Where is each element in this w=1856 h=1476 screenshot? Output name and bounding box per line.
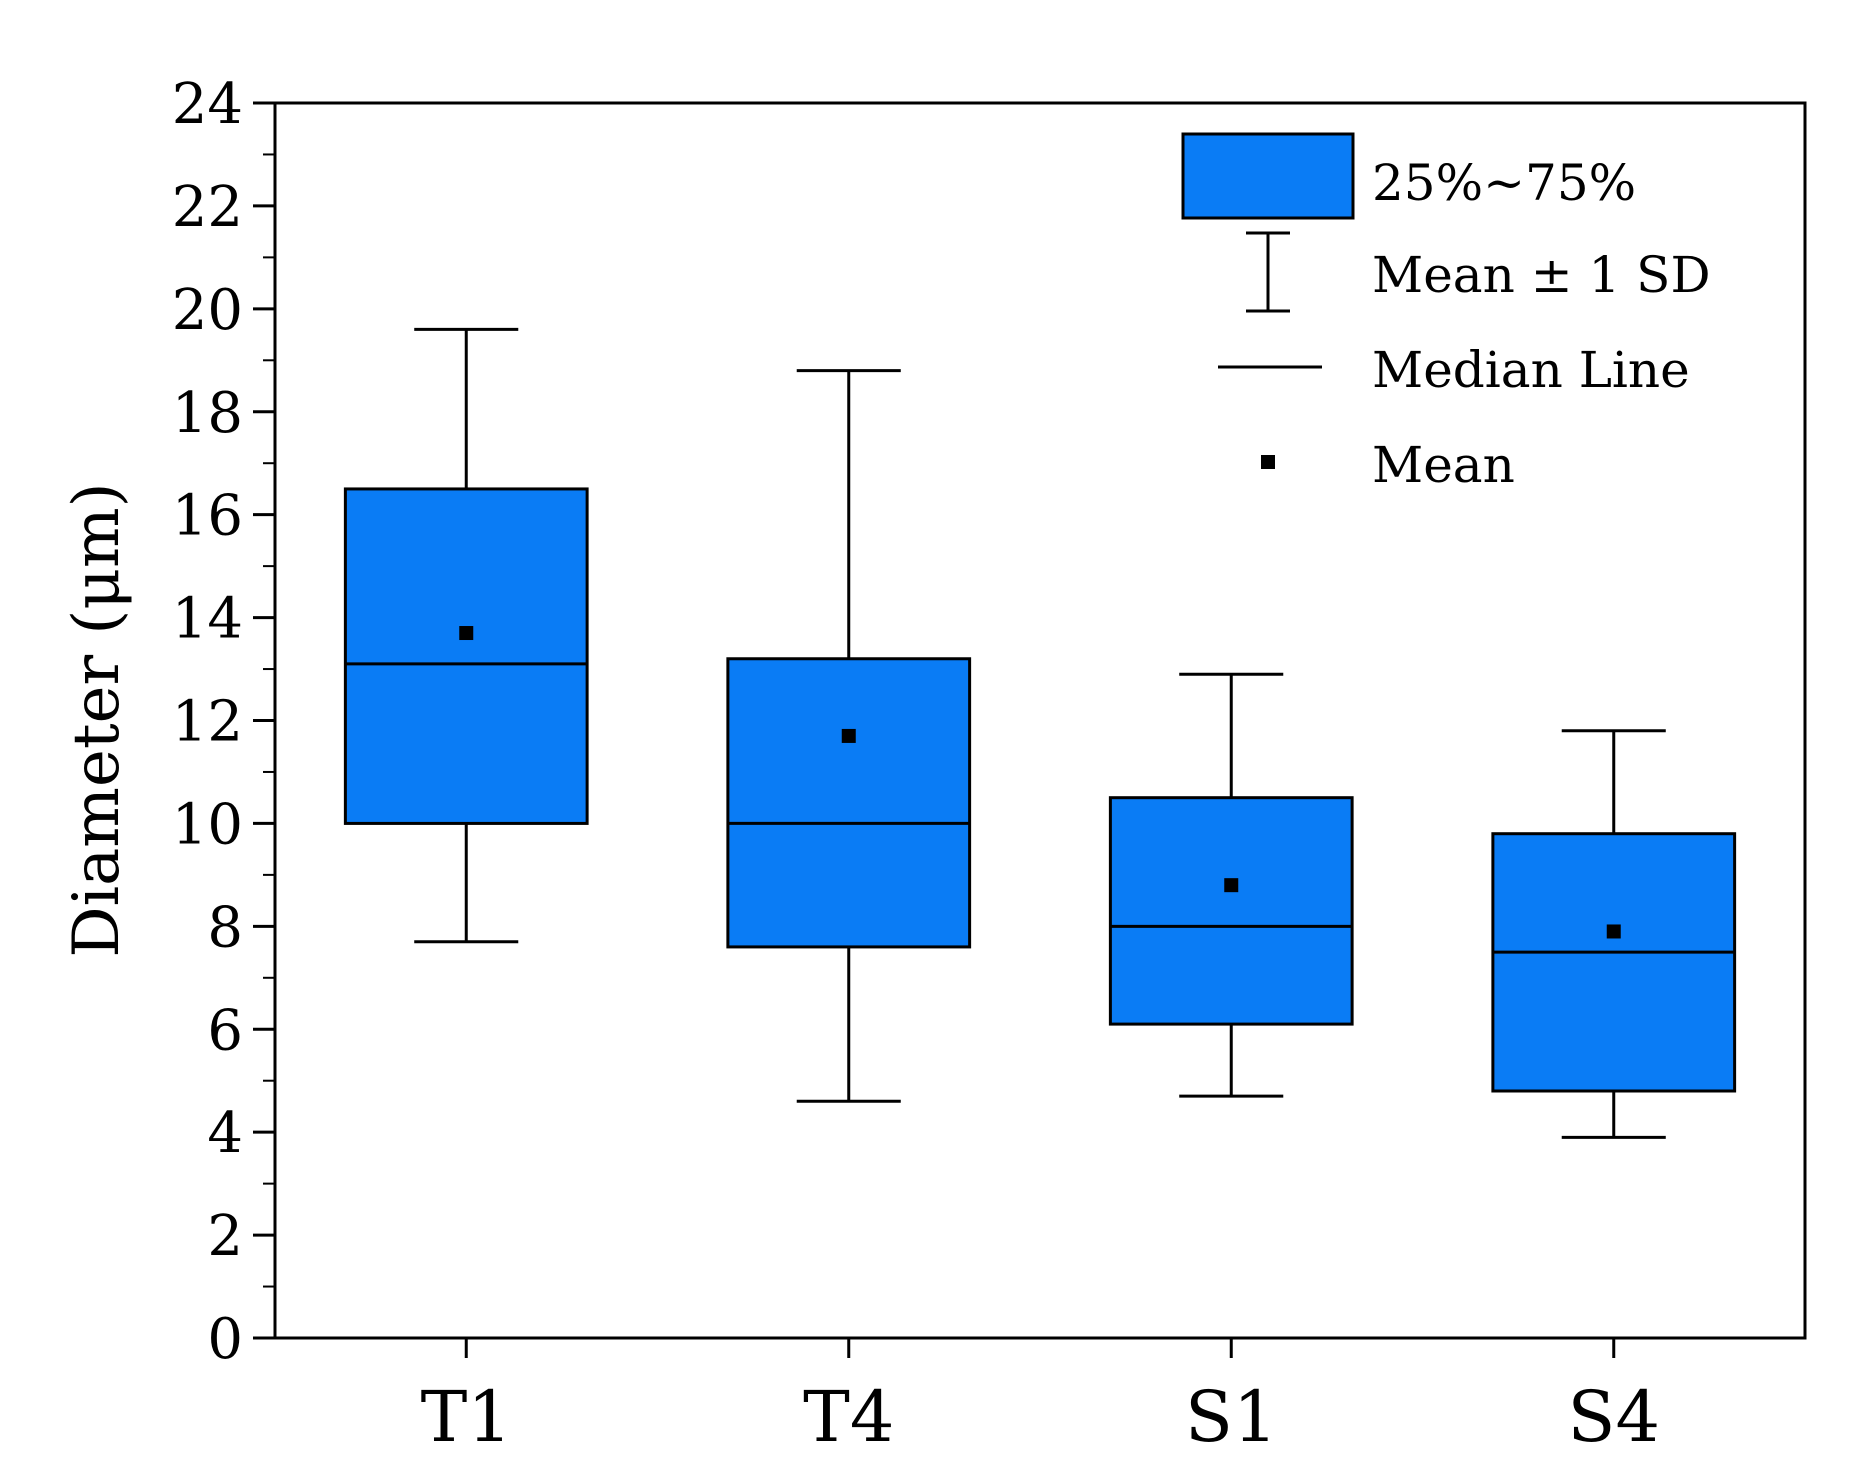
x-tick-label: S1: [1185, 1376, 1278, 1458]
x-axis: T1 T4 S1 S4: [421, 1338, 1660, 1458]
legend-label-mean: Mean: [1372, 436, 1515, 494]
iqr-box: [1491, 832, 1737, 1093]
mean-marker: [459, 626, 474, 641]
x-tick-label: S4: [1568, 1376, 1661, 1458]
iqr-box: [1108, 796, 1354, 1026]
iqr-box: [726, 657, 972, 949]
y-tick-label: 8: [207, 895, 243, 960]
y-tick-label: 6: [207, 998, 243, 1063]
legend-label-median: Median Line: [1372, 341, 1690, 399]
legend-whisker-swatch: [1246, 231, 1290, 313]
box-T4: [726, 369, 972, 1103]
legend-mean-swatch: [1261, 455, 1275, 469]
legend-box-swatch: [1181, 132, 1355, 220]
y-axis-title: Diameter (μm): [60, 482, 134, 957]
y-tick-label: 22: [172, 175, 243, 240]
mean-marker: [841, 728, 856, 743]
box-S4: [1491, 729, 1737, 1139]
y-tick-label: 20: [172, 278, 243, 343]
mean-marker: [1224, 878, 1239, 893]
y-tick-label: 0: [207, 1307, 243, 1372]
box-S1: [1108, 672, 1354, 1098]
legend-label-box: 25%~75%: [1372, 154, 1636, 212]
x-tick-label: T1: [421, 1376, 512, 1458]
boxes-group: [343, 327, 1737, 1139]
y-tick-label: 24: [172, 72, 243, 137]
y-tick-label: 2: [207, 1204, 243, 1269]
y-tick-label: 10: [172, 792, 243, 857]
mean-marker: [1606, 924, 1621, 939]
legend-label-whisker: Mean ± 1 SD: [1372, 246, 1711, 304]
y-tick-label: 16: [172, 484, 243, 549]
x-tick-label: T4: [803, 1376, 894, 1458]
y-tick-label: 14: [172, 587, 243, 652]
iqr-box: [343, 487, 589, 825]
y-tick-label: 4: [207, 1101, 243, 1166]
y-tick-label: 12: [172, 690, 243, 755]
legend: 25%~75% Mean ± 1 SD Median Line Mean: [1181, 132, 1711, 494]
box-T1: [343, 327, 589, 944]
y-tick-label: 18: [172, 381, 243, 446]
